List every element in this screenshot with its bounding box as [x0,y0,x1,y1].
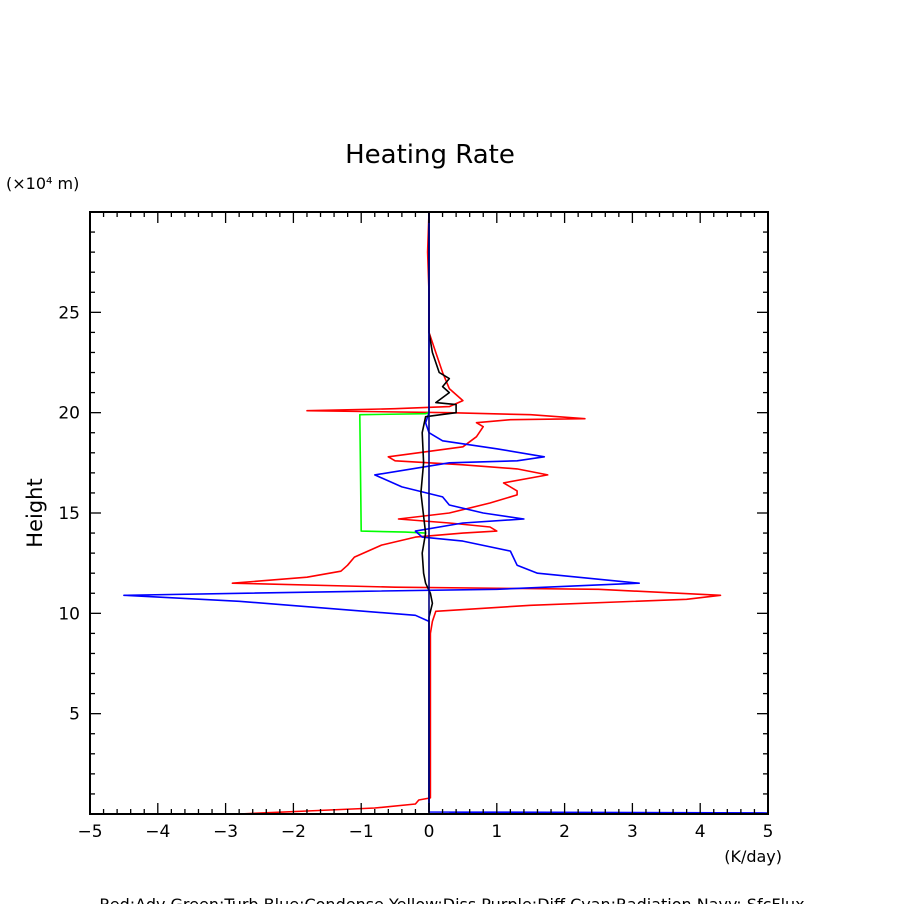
series-line-2 [123,212,768,814]
x-tick-label: 4 [695,822,706,842]
series-line-0 [231,212,722,814]
y-tick-label: 25 [58,303,80,323]
x-tick-label: −5 [77,822,102,842]
legend-text: Red:Adv Green:Turb Blue:Condense Yellow:… [99,895,804,904]
x-tick-label: −3 [213,822,238,842]
x-tick-label: −1 [349,822,374,842]
y-tick-label: 20 [58,404,80,424]
x-tick-label: −4 [145,822,170,842]
x-axis-label: (K/day) [724,847,782,866]
x-tick-label: 0 [424,822,435,842]
series-layer [123,212,768,814]
series-line-3 [420,212,457,812]
y-tick-label: 5 [69,705,80,725]
y-tick-label: 15 [58,504,80,524]
x-tick-label: −2 [281,822,306,842]
x-tick-label: 2 [559,822,570,842]
chart-title: Heating Rate [345,140,515,170]
ticks-layer: −5 −4 −3 −2 −1 0 1 2 3 4 5 5 10 15 20 25 [58,212,773,842]
x-tick-label: 5 [763,822,774,842]
y-tick-label: 10 [58,604,80,624]
x-tick-label: 3 [627,822,638,842]
plot-frame [89,211,769,815]
y-unit-label: (×10⁴ m) [6,174,79,193]
series-line-1 [358,411,430,534]
x-tick-label: 1 [491,822,502,842]
y-axis-label: Height [23,478,47,547]
